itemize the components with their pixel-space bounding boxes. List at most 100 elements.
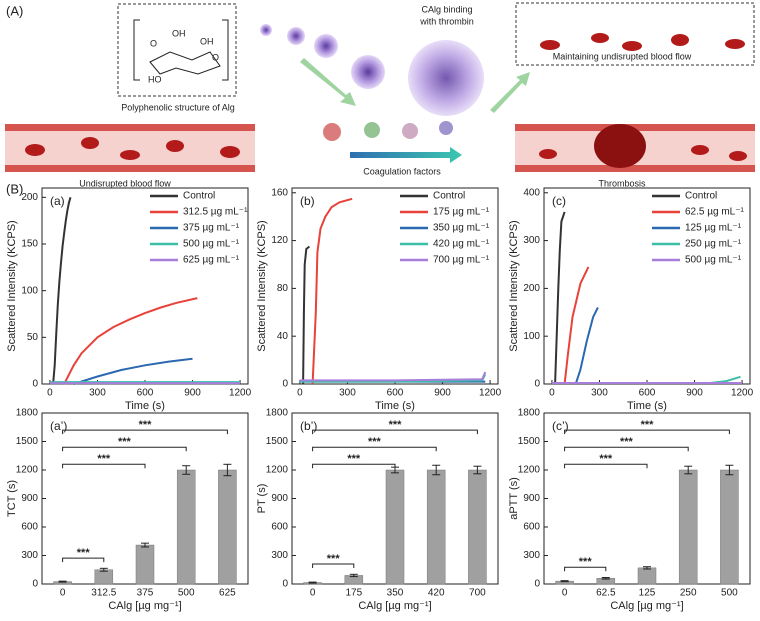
bar bbox=[426, 469, 446, 585]
bar-chart: 0 300 600 900 1200 1500 1800 PT (s) CAlg [µg mg⁻… bbox=[256, 408, 499, 612]
x-tick-label: 600 bbox=[387, 388, 404, 399]
plot-frame bbox=[543, 412, 751, 585]
y-tick-label: 200 bbox=[21, 192, 38, 203]
caption: Undisrupted blood flow bbox=[79, 178, 171, 188]
y-tick-label: 120 bbox=[271, 235, 288, 246]
significance-bracket bbox=[62, 429, 228, 435]
significance-bracket bbox=[62, 557, 105, 563]
x-axis-label: CAlg [µg mg⁻¹] bbox=[108, 600, 181, 612]
x-tick-label: 0 bbox=[549, 388, 555, 399]
y-tick-label: 0 bbox=[32, 379, 38, 390]
panel-label: (A) bbox=[6, 3, 23, 18]
x-tick-label: 700 bbox=[469, 588, 486, 599]
data-line bbox=[73, 357, 193, 385]
x-tick-label: 420 bbox=[428, 588, 445, 599]
significance-label: *** bbox=[620, 436, 634, 448]
legend-label: 250 µg mL⁻¹ bbox=[685, 239, 742, 250]
significance-bracket bbox=[564, 566, 607, 572]
x-tick-label: 0 bbox=[310, 588, 316, 599]
bar bbox=[720, 469, 739, 585]
significance-label: *** bbox=[118, 436, 132, 448]
caption: Maintaining undisrupted blood flow bbox=[553, 51, 692, 61]
panel-label: (b’) bbox=[300, 419, 317, 433]
bar bbox=[94, 569, 114, 585]
panel-label: (B) bbox=[6, 181, 23, 196]
legend-label: 62.5 µg mL⁻¹ bbox=[685, 207, 745, 218]
significance-label: *** bbox=[97, 453, 111, 465]
panel-label: (c’) bbox=[552, 419, 569, 433]
arrow bbox=[490, 72, 530, 113]
y-tick-label: 1500 bbox=[16, 436, 39, 447]
legend-label: Control bbox=[433, 191, 465, 202]
bar bbox=[678, 469, 698, 585]
y-tick-label: 400 bbox=[523, 187, 540, 198]
caption: with thrombin bbox=[419, 16, 474, 26]
y-tick-label: 160 bbox=[271, 187, 288, 198]
y-axis-label: Scattered Intensity (KCPS) bbox=[508, 220, 520, 351]
y-axis-label: TCT (s) bbox=[6, 480, 18, 517]
vessel-wall bbox=[515, 165, 755, 172]
x-tick-label: 0 bbox=[297, 388, 303, 399]
y-tick-label: 1500 bbox=[266, 436, 289, 447]
legend-label: Control bbox=[183, 191, 215, 202]
atom: HO bbox=[148, 74, 162, 84]
x-tick-label: 625 bbox=[219, 588, 236, 599]
bar bbox=[468, 469, 487, 585]
y-tick-label: 0 bbox=[282, 379, 288, 390]
significance-bracket bbox=[564, 463, 648, 469]
y-tick-label: 300 bbox=[21, 550, 38, 561]
atom: O bbox=[212, 52, 219, 62]
legend-label: Control bbox=[685, 191, 717, 202]
x-tick-label: 300 bbox=[339, 388, 356, 399]
y-axis-label: Scattered Intensity (KCPS) bbox=[256, 220, 268, 351]
bar bbox=[385, 469, 405, 585]
y-tick-label: 900 bbox=[21, 493, 38, 504]
panel-label: (a’) bbox=[50, 419, 67, 433]
significance-label: *** bbox=[579, 556, 593, 568]
data-line bbox=[554, 211, 566, 385]
data-line bbox=[63, 297, 198, 385]
vessel-wall bbox=[5, 124, 255, 131]
caption: Thrombosis bbox=[598, 178, 646, 188]
y-tick-label: 300 bbox=[523, 235, 540, 246]
structure-ring bbox=[149, 51, 221, 75]
significance-bracket bbox=[564, 429, 730, 435]
caption: CAlg binding bbox=[421, 4, 472, 14]
atom: OH bbox=[200, 36, 214, 46]
x-tick-label: 0 bbox=[60, 588, 66, 599]
x-tick-label: 0 bbox=[47, 388, 53, 399]
vessel-wall bbox=[515, 124, 755, 131]
significance-label: *** bbox=[389, 419, 403, 431]
x-tick-label: 175 bbox=[345, 588, 362, 599]
y-axis-label: aPTT (s) bbox=[508, 477, 520, 520]
vessel bbox=[5, 124, 255, 172]
y-tick-label: 600 bbox=[523, 522, 540, 533]
bar bbox=[176, 469, 196, 585]
bar bbox=[135, 544, 155, 585]
x-tick-label: 1200 bbox=[479, 388, 502, 399]
red-cells bbox=[540, 33, 745, 51]
y-tick-label: 300 bbox=[271, 550, 288, 561]
x-tick-label: 1200 bbox=[229, 388, 252, 399]
y-tick-label: 0 bbox=[534, 579, 540, 590]
line-chart: 0 40 80 120 160 Scattered Intensity (KCPS) Tim… bbox=[256, 187, 502, 411]
bar bbox=[637, 567, 657, 585]
vessel-wall bbox=[5, 165, 255, 172]
atom: O bbox=[150, 38, 157, 48]
significance-bracket bbox=[312, 563, 355, 569]
x-axis-label: Time (s) bbox=[125, 400, 165, 412]
proteins bbox=[323, 121, 453, 141]
legend-label: 350 µg mL⁻¹ bbox=[433, 223, 490, 234]
data-line bbox=[299, 371, 487, 382]
bar-chart: 0 300 600 900 1200 1500 1800 aPTT (s) CAlg [µg m… bbox=[508, 408, 751, 612]
y-tick-label: 50 bbox=[27, 332, 39, 343]
y-tick-label: 900 bbox=[271, 493, 288, 504]
data-line bbox=[311, 197, 353, 385]
x-tick-label: 900 bbox=[184, 388, 201, 399]
significance-label: *** bbox=[641, 419, 655, 431]
legend-label: 420 µg mL⁻¹ bbox=[433, 239, 490, 250]
arrow bbox=[350, 147, 462, 163]
significance-bracket bbox=[312, 446, 437, 452]
y-tick-label: 0 bbox=[282, 579, 288, 590]
x-tick-label: 125 bbox=[639, 588, 656, 599]
